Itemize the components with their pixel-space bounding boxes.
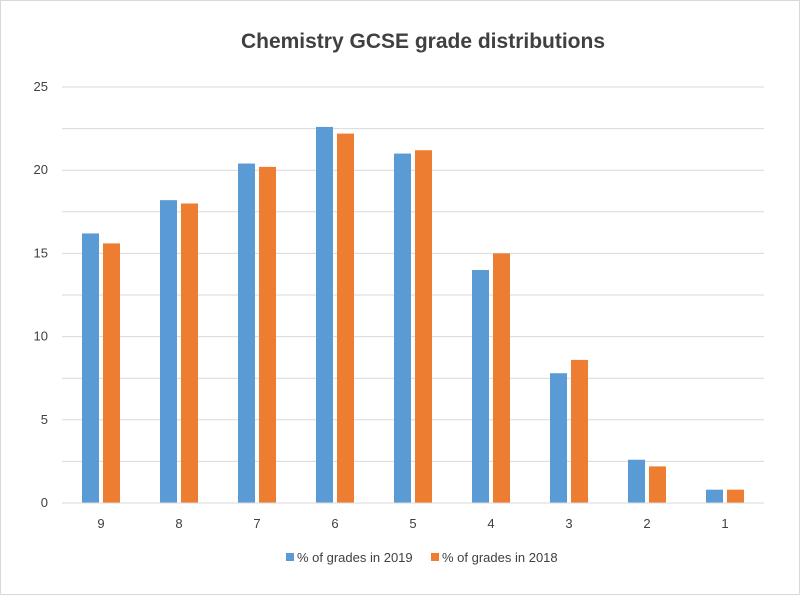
bars	[82, 126, 744, 504]
bar	[706, 489, 723, 503]
x-tick-label: 2	[643, 516, 650, 531]
y-axis-ticks: 0 5 10 15 20 25	[34, 79, 48, 510]
bar	[160, 200, 177, 504]
legend-swatch	[286, 553, 294, 561]
bar	[550, 373, 567, 503]
y-tick-label: 15	[34, 245, 48, 260]
bar	[571, 359, 588, 503]
bar	[727, 489, 744, 503]
x-tick-label: 4	[487, 516, 494, 531]
legend-label: % of grades in 2018	[442, 550, 558, 565]
x-axis-ticks: 9 8 7 6 5 4 3 2 1	[97, 516, 728, 531]
legend: % of grades in 2019 % of grades in 2018	[286, 550, 558, 565]
bar	[259, 166, 276, 503]
bar	[394, 153, 411, 503]
bar	[337, 133, 354, 504]
y-tick-label: 20	[34, 162, 48, 177]
x-tick-label: 1	[721, 516, 728, 531]
bar	[238, 163, 255, 503]
bar	[649, 466, 666, 503]
x-tick-label: 8	[175, 516, 182, 531]
legend-swatch	[431, 553, 439, 561]
x-tick-label: 6	[331, 516, 338, 531]
y-tick-label: 10	[34, 329, 48, 344]
x-tick-label: 7	[253, 516, 260, 531]
y-tick-label: 5	[41, 412, 48, 427]
x-tick-label: 9	[97, 516, 104, 531]
legend-label: % of grades in 2019	[297, 550, 413, 565]
x-tick-label: 5	[409, 516, 416, 531]
gridlines	[62, 86, 764, 462]
bar	[82, 233, 99, 503]
x-tick-label: 3	[565, 516, 572, 531]
bar	[103, 243, 120, 503]
y-tick-label: 25	[34, 79, 48, 94]
bar	[415, 150, 432, 503]
bar	[493, 253, 510, 503]
chart-title: Chemistry GCSE grade distributions	[241, 30, 605, 53]
bar	[472, 270, 489, 503]
bar	[181, 203, 198, 504]
bar	[628, 459, 645, 503]
bar	[316, 126, 333, 503]
y-tick-label: 0	[41, 495, 48, 510]
